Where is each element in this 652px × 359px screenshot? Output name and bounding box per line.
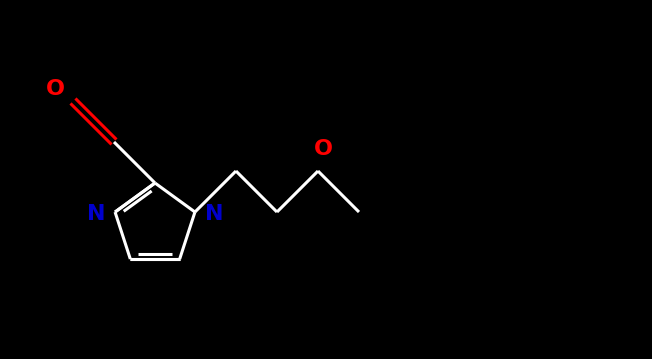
- Text: N: N: [87, 204, 105, 224]
- Text: O: O: [46, 79, 65, 99]
- Text: N: N: [205, 204, 224, 224]
- Text: O: O: [314, 139, 333, 159]
